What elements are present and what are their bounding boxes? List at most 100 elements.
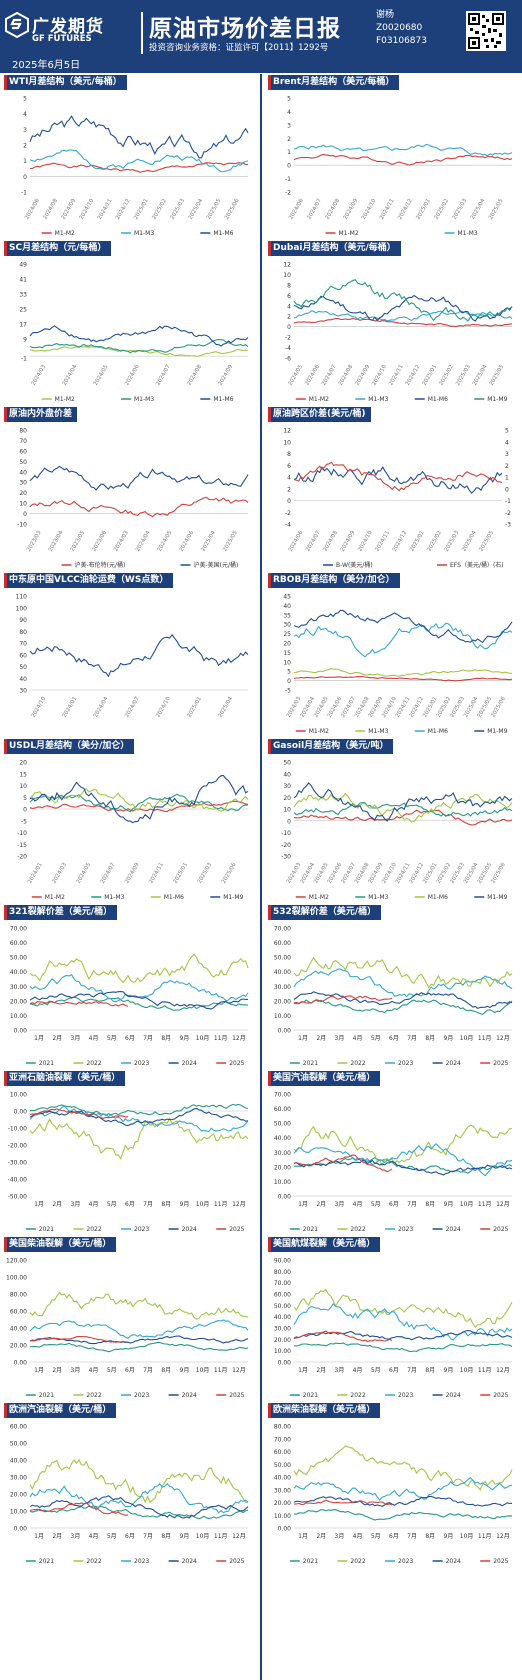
y-tick-label: 60 [19,448,27,455]
y-tick-label: -5 [21,818,27,825]
x-tick-label: 1月 [34,1035,44,1042]
y-tick-label: 60.00 [10,1309,27,1316]
y-tick-label: 4 [23,111,27,118]
legend-label: 2024 [182,1558,197,1565]
legend-label: M1-M6 [428,396,448,403]
y-tick-label: 30.00 [274,1150,291,1157]
chart-panel-14: 美国汽油裂解（美元/桶） 0.00 10.00 20.00 30.00 40.00 50.0… [264,1071,518,1237]
x-tick-label: 2025/04 [461,530,478,553]
y-tick-label: 10.00 [10,1509,27,1516]
x-tick-label: 4月 [353,1201,363,1208]
legend-label: M1-M3 [368,894,388,901]
y-tick-label: 20.00 [10,1492,27,1499]
y-tick-label: 6 [287,463,291,470]
x-tick-label: 11月 [478,1533,492,1540]
x-tick-label: 2025/03 [444,530,461,553]
legend-label: M1-M6 [428,728,448,735]
y-tick-label: 30 [283,622,291,629]
series-line-2024 [293,1159,513,1176]
x-tick-label: 2024/11 [388,364,405,387]
legend-label: M1-M3 [104,894,124,901]
legend-label: 2021 [303,1060,318,1067]
chart-title: RBOB月差结构（美分/加仑） [268,573,400,588]
legend-label: M1-M6 [213,230,233,237]
x-tick-label: 2024/01 [27,862,44,885]
chart-title: USDL月差结构（美分/加仑） [4,739,135,754]
x-tick-label: 8月 [161,1367,171,1374]
y-tick-label: 70.00 [10,926,27,933]
chart-title: WTI月差结构（美元/每桶） [4,75,127,90]
x-tick-label: 2024/08 [325,198,342,221]
legend-label: 2023 [398,1558,413,1565]
x-tick-label: 2025/04 [218,696,235,719]
x-tick-label: 10月 [196,1533,210,1540]
y-tick-label: -15 [17,842,27,849]
y2-tick-label: -1 [505,498,511,505]
series-line-M1-M9 [293,609,513,644]
legend-label: 2025 [493,1558,508,1565]
y-tick-label: 40 [283,771,291,778]
x-tick-label: 11月 [214,1201,228,1208]
chart-panel-1: WTI月差结构（美元/每桶） -1 0 1 2 3 4 5 2024/06 2024/08 2024… [0,75,254,241]
cert-number-1: Z0020680 [376,23,423,33]
x-tick-label: 1月 [34,1367,44,1374]
legend-label: 2025 [493,1392,508,1399]
y-tick-label: 40.00 [274,969,291,976]
chart-svg: 0.00 10.00 20.00 30.00 40.00 50.00 60.00 70.00 8… [274,1424,513,1565]
y-tick-label: 60.00 [10,1424,27,1431]
y2-tick-label: 0 [505,486,509,493]
x-tick-label: 7月 [407,1533,417,1540]
legend-label: M1-M2 [55,230,75,237]
y-tick-label: 4 [287,109,291,116]
chart-title: Dubai月差结构（美元/每桶） [268,241,401,256]
legend-label: M1-M2 [309,396,329,403]
y-tick-label: 0 [287,324,291,331]
chart-title: 美国航煤裂解（美元/桶） [268,1237,381,1252]
x-tick-label: 7月 [407,1367,417,1374]
x-tick-label: 2025/04 [470,198,487,221]
x-tick-label: 2025/03 [452,198,469,221]
y-tick-label: 30.00 [274,984,291,991]
series-line-M1-M3 [29,339,249,354]
report-header: 广发期货 GF FUTURES 原油市场价差日报 投资咨询业务资格：证监许可【2… [0,0,522,73]
series-line-2025 [29,1336,128,1343]
x-tick-label: 2024/04 [62,364,79,387]
x-tick-label: 2024/07 [100,862,117,885]
x-tick-label: 4月 [89,1367,99,1374]
series-line-2021 [29,1505,249,1520]
y-tick-label: 20.00 [10,1343,27,1350]
x-tick-label: 4月 [353,1035,363,1042]
legend-label: M1-M3 [368,396,388,403]
x-tick-label: 2月 [316,1533,326,1540]
x-tick-label: 2025/04 [200,530,217,553]
x-tick-label: 2024/04 [93,696,110,719]
y-tick-label: 10 [283,659,291,666]
column-divider [260,74,262,1680]
y-tick-label: 0 [287,678,291,685]
series-line-2022 [29,953,249,984]
y-tick-label: 50.00 [274,1303,291,1310]
y-tick-label: 1 [287,149,291,156]
y-tick-label: 20 [283,641,291,648]
series-line-M1-M9 [29,775,249,824]
chart-panel-17: 欧洲汽油裂解（美元/桶） 0.00 10.00 20.00 30.00 40.00 50.0… [0,1403,254,1569]
y-tick-label: 0 [287,818,291,825]
y-tick-label: 4 [287,475,291,482]
y-tick-label: 3 [287,122,291,129]
y-tick-label: 41 [19,277,27,284]
chart-svg: 0.00 10.00 20.00 30.00 40.00 50.00 60.00 70.00 8… [274,1258,513,1399]
y-tick-label: 10 [19,501,27,508]
x-tick-label: 2025/01 [409,530,426,553]
x-tick-label: 2025/06 [221,862,238,885]
chart-title: SC月差结构（元/每桶） [4,241,112,256]
x-tick-label: 2023/05 [70,530,87,553]
y-tick-label: 60.00 [10,940,27,947]
y-tick-label: 2 [287,314,291,321]
series-line-2022 [293,1124,513,1168]
x-tick-label: 6月 [125,1035,135,1042]
x-tick-label: 2024/08 [42,198,59,221]
y-tick-label: 70.00 [274,926,291,933]
series-line-M1-M3 [29,149,249,173]
y-tick-label: 10.00 [10,1092,27,1099]
legend-label: 2025 [229,1060,244,1067]
